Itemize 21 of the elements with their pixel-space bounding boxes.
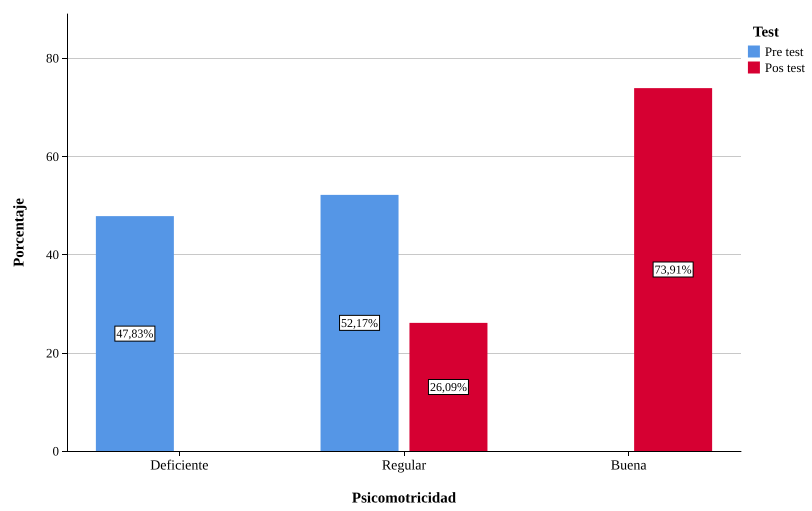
y-tick-label: 60 (46, 148, 59, 164)
data-label: 52,17% (341, 316, 378, 330)
x-tick-label: Deficiente (150, 458, 208, 474)
data-label: 26,09% (430, 380, 467, 394)
x-tick-label: Buena (610, 458, 648, 474)
y-axis-title: Porcentaje (12, 198, 28, 267)
y-tick-label: 40 (46, 247, 59, 262)
bar (96, 216, 174, 451)
legend-label: Pre test (764, 44, 804, 59)
y-tick-label: 80 (46, 50, 59, 66)
y-tick-label: 20 (46, 345, 59, 360)
bar (409, 322, 488, 451)
x-tick-label: Regular (382, 458, 426, 474)
bar (320, 194, 399, 451)
data-label: 47,83% (116, 326, 154, 341)
legend-label: Pos test (764, 60, 806, 75)
y-tick-label: 0 (52, 444, 59, 458)
legend-title: Test (752, 24, 780, 40)
data-label: 73,91% (654, 262, 692, 277)
x-axis-title: Psicomotricidad (352, 490, 457, 506)
bar (634, 88, 712, 451)
